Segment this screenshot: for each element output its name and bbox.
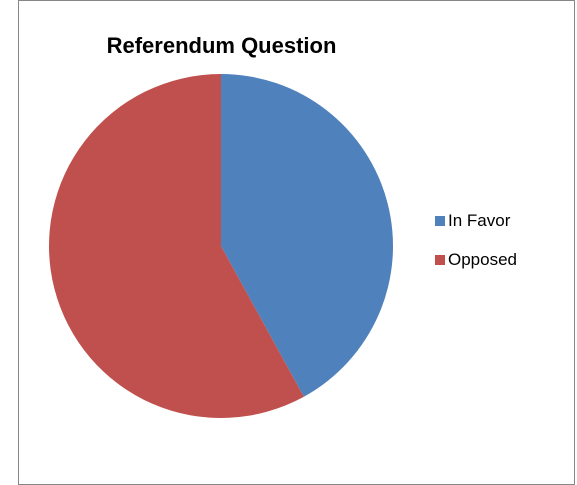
legend-swatch-opposed [435,255,445,265]
legend: In Favor Opposed [435,210,517,288]
chart-area: Referendum Question In Favor Opposed [18,0,575,485]
legend-item-in-favor: In Favor [435,210,517,232]
pie-plot [49,74,394,418]
legend-swatch-in-favor [435,216,445,226]
chart-title: Referendum Question [106,33,337,58]
legend-label-in-favor: In Favor [448,211,511,230]
legend-item-opposed: Opposed [435,249,517,271]
pie-slice-opposed [49,74,304,418]
legend-label-opposed: Opposed [448,250,517,269]
pie-slice-in-favor [221,74,394,397]
